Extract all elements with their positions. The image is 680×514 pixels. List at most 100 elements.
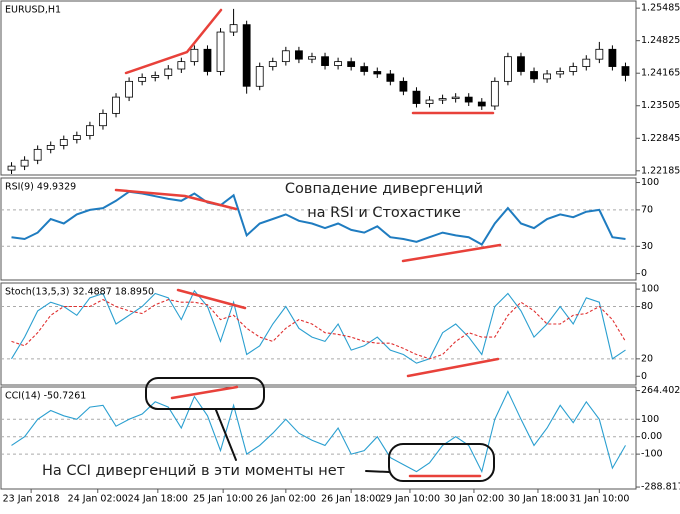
indicator-line xyxy=(11,289,626,364)
annotation-text: На CCI дивергенций в эти моменты нет xyxy=(42,463,346,479)
annotation-text: на RSI и Стохастике xyxy=(307,205,461,221)
divergence-line xyxy=(114,188,238,211)
candle-body xyxy=(517,56,525,72)
candle-body xyxy=(543,73,551,80)
candle-body xyxy=(556,71,565,75)
y-tick-label: 264.402 xyxy=(641,385,680,396)
divergence-line xyxy=(406,357,500,378)
y-tick-label: 0 xyxy=(641,268,647,279)
y-tick-label: 70 xyxy=(641,204,653,215)
marks xyxy=(0,0,640,493)
candle-body xyxy=(203,48,212,72)
x-tick-label: 25 Jan 10:00 xyxy=(193,494,253,505)
y-tick-label: 0.00 xyxy=(641,431,662,442)
y-tick-label: -100 xyxy=(641,449,663,460)
connector xyxy=(215,409,237,461)
candle-body xyxy=(334,61,342,66)
candle-body xyxy=(229,24,238,33)
divergence-line xyxy=(124,8,223,75)
pane-frame xyxy=(0,386,637,490)
y-tick-label: 1.23505 xyxy=(641,100,680,111)
candle-body xyxy=(20,159,29,167)
candle-body xyxy=(255,66,264,87)
divergence-line xyxy=(401,243,502,263)
y-tick-label: 100 xyxy=(641,284,659,295)
candle-body xyxy=(399,80,408,92)
candle-body xyxy=(464,96,473,103)
candle-body xyxy=(46,145,55,150)
indicator-line xyxy=(11,298,626,360)
y-tick-label: 1.22185 xyxy=(641,165,680,176)
y-tick-label: 80 xyxy=(641,301,653,312)
candle-body xyxy=(295,50,303,60)
candle-body xyxy=(242,24,251,87)
indicator-line xyxy=(11,190,626,246)
candle-body xyxy=(177,61,186,70)
candle-body xyxy=(582,58,591,67)
candle-body xyxy=(608,48,617,67)
candle-body xyxy=(595,48,604,60)
y-tick-label: 1.25485 xyxy=(641,3,680,14)
y-tick-label: 30 xyxy=(641,241,653,252)
x-tick-label: 23 Jan 2018 xyxy=(3,494,60,505)
candle-body xyxy=(138,77,147,82)
y-tick-label: 100 xyxy=(641,177,659,188)
x-tick-label: 30 Jan 02:00 xyxy=(444,494,504,505)
annotation-text: Совпадение дивергенций xyxy=(285,181,483,197)
x-tick-label: 30 Jan 18:00 xyxy=(508,494,568,505)
annotations xyxy=(114,8,502,482)
candle-body xyxy=(386,73,395,82)
y-tick-label: 20 xyxy=(641,353,653,364)
candle-body xyxy=(425,99,434,104)
candle-body xyxy=(7,165,16,171)
candle-body xyxy=(164,68,173,76)
candle-body xyxy=(86,125,94,136)
candle-body xyxy=(360,66,369,72)
indicator-line xyxy=(11,390,626,474)
candle-body xyxy=(438,98,447,101)
candle-body xyxy=(530,71,538,80)
candle-body xyxy=(33,148,42,161)
candle-body xyxy=(59,139,68,146)
candle-body xyxy=(321,56,329,66)
candle-body xyxy=(477,101,486,107)
candle-body xyxy=(216,31,225,72)
candle-body xyxy=(569,66,578,72)
candle-body xyxy=(490,80,499,107)
candle-body xyxy=(99,112,107,127)
candle-body xyxy=(412,90,421,104)
y-tick-label: 100 xyxy=(641,414,659,425)
pane-frame xyxy=(0,282,637,386)
y-tick-label: 1.24825 xyxy=(641,35,680,46)
x-tick-label: 26 Jan 18:00 xyxy=(321,494,381,505)
candle-body xyxy=(268,61,277,67)
y-tick-label: 1.22845 xyxy=(641,133,680,144)
y-tick-label: 1.24165 xyxy=(641,68,680,79)
x-tick-label: 29 Jan 10:00 xyxy=(380,494,440,505)
candle-body xyxy=(347,61,356,67)
annotation-bg xyxy=(40,463,348,479)
y-tick-label: 0 xyxy=(641,371,647,382)
x-tick-label: 31 Jan 10:00 xyxy=(569,494,629,505)
highlight-box xyxy=(145,377,265,410)
highlight-box xyxy=(388,443,495,482)
candle-body xyxy=(112,96,120,114)
divergence-line xyxy=(170,385,239,400)
candle-body xyxy=(72,135,81,140)
candle-body xyxy=(373,71,382,75)
texts: 1.25485 1.24825 1.24165 1.23505 1.22845 1.221… xyxy=(3,3,680,505)
pane-frame xyxy=(0,177,637,281)
candle-body xyxy=(504,56,512,82)
x-tick-label: 26 Jan 02:00 xyxy=(256,494,316,505)
indicator-label: RSI(9) 49.9329 xyxy=(5,182,76,193)
x-tick-label: 24 Jan 18:00 xyxy=(128,494,188,505)
candle-body xyxy=(308,56,316,60)
x-tick-label: 24 Jan 02:00 xyxy=(68,494,128,505)
candle-body xyxy=(451,96,460,99)
y-tick-label: -288.8171 xyxy=(641,482,680,493)
divergence-line xyxy=(176,288,247,310)
candle-body xyxy=(125,80,133,98)
